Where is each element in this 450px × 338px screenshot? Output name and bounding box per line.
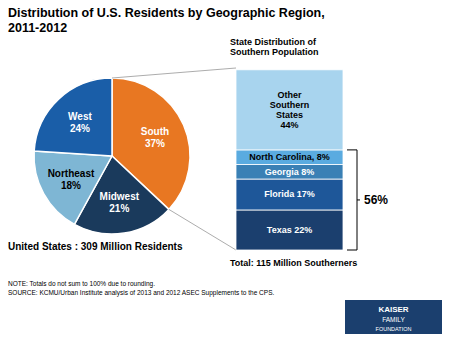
slice-label: West — [68, 111, 92, 122]
chart: Distribution of U.S. Residents by Geogra… — [0, 0, 450, 338]
logo-box — [345, 300, 442, 334]
slice-label: Northeast — [48, 168, 95, 179]
text-line: NOTE: Totals do not sum to 100% due to r… — [8, 280, 155, 288]
background — [0, 0, 450, 338]
bar-segment — [236, 150, 343, 165]
brace — [347, 150, 360, 250]
logo-text: KAISER — [378, 305, 408, 314]
logo-text: FAMILY — [382, 316, 405, 323]
segment-label: Georgia 8% — [265, 167, 315, 177]
segment-label: OtherSouthernStates44% — [270, 90, 310, 130]
pie — [34, 78, 190, 234]
text-line: Other — [277, 90, 302, 100]
slice-value: 37% — [145, 138, 165, 149]
title: Distribution of U.S. Residents by Geogra… — [8, 6, 325, 35]
logo: KAISER FAMILY FOUNDATION — [345, 300, 442, 334]
text-line: 44% — [280, 120, 298, 130]
slice-value: 24% — [70, 123, 90, 134]
text-line: Southern Population — [230, 47, 319, 57]
logo-text: FOUNDATION — [376, 326, 412, 332]
bar-labels: Texas 22% Florida 17% Georgia 8% North Caro… — [249, 90, 330, 235]
slice-value: 21% — [109, 203, 129, 214]
text-line: North Carolina, 8% — [249, 152, 330, 162]
text-line: SOURCE: KCMU/Urban Institute analysis of… — [8, 289, 274, 297]
connectors — [112, 68, 236, 250]
segment-label: Florida 17% — [264, 189, 315, 199]
text-line: Florida 17% — [264, 189, 315, 199]
slice-label: Midwest — [100, 191, 140, 202]
note: NOTE: Totals do not sum to 100% due to r… — [8, 280, 274, 297]
text-line: 2011-2012 — [8, 21, 67, 35]
text-line: State Distribution of — [230, 37, 317, 47]
us-total-label: United States : 309 Million Residents — [8, 241, 183, 252]
slice-label: South — [141, 126, 169, 137]
bar-segment — [236, 164, 343, 179]
bar-stack — [236, 70, 343, 250]
bar-segment — [236, 210, 343, 250]
bar-segment — [236, 179, 343, 210]
pie-slice — [34, 78, 112, 156]
text-line: Southern — [270, 100, 310, 110]
segment-label: North Carolina, 8% — [249, 152, 330, 162]
total-label: Total: 115 Million Southerners — [230, 258, 357, 268]
bar-title: State Distribution ofSouthern Population — [230, 37, 319, 57]
connector-line — [112, 68, 236, 78]
bar-segment — [236, 70, 343, 150]
segment-label: Texas 22% — [267, 225, 312, 235]
text-line: Georgia 8% — [265, 167, 315, 177]
pie-slice — [34, 151, 112, 224]
text-line: Texas 22% — [267, 225, 312, 235]
brace-label: 56% — [364, 193, 388, 207]
text-line: Distribution of U.S. Residents by Geogra… — [8, 6, 325, 20]
text-line: States — [276, 110, 303, 120]
slice-value: 18% — [61, 180, 81, 191]
